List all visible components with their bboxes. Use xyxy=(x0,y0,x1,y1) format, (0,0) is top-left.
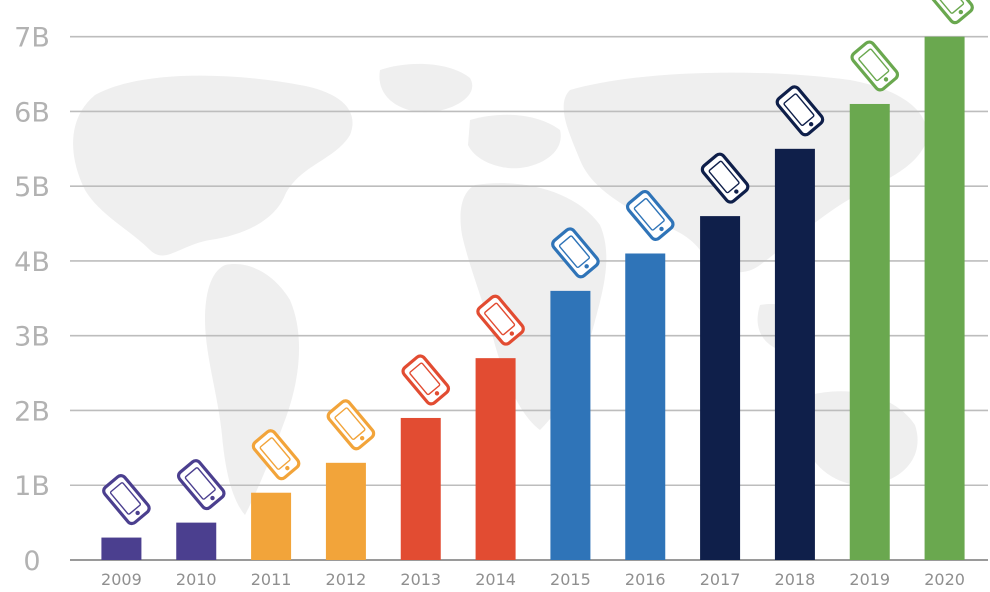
x-tick-label: 2017 xyxy=(700,570,741,589)
y-tick-label: 7B xyxy=(14,23,50,54)
smartphone-icon xyxy=(551,227,600,279)
smartphone-icon xyxy=(700,152,750,204)
x-tick-label: 2016 xyxy=(625,570,666,589)
y-tick-label: 4B xyxy=(14,247,50,278)
x-tick-label: 2014 xyxy=(475,570,516,589)
gridlines xyxy=(70,35,988,487)
x-tick-label: 2013 xyxy=(400,570,441,589)
x-tick-label: 2012 xyxy=(326,570,367,589)
x-tick-label: 2011 xyxy=(251,570,292,589)
smartphone-icon xyxy=(251,429,301,481)
smartphone-icon xyxy=(625,189,675,242)
x-tick-label: 2020 xyxy=(924,570,965,589)
bar xyxy=(924,36,965,561)
y-tick-label: 3B xyxy=(14,322,50,353)
smartphone-icons xyxy=(102,0,974,526)
smartphone-icon xyxy=(850,40,900,92)
smartphone-icon xyxy=(925,0,974,25)
bar xyxy=(700,216,741,560)
x-tick-label: 2015 xyxy=(550,570,591,589)
bar xyxy=(849,103,890,560)
bar xyxy=(101,537,142,560)
bar xyxy=(325,462,366,560)
smartphone-icon xyxy=(775,85,825,137)
smartphone-icon xyxy=(326,399,376,451)
x-tick-label: 2019 xyxy=(849,570,890,589)
y-tick-label: 6B xyxy=(14,97,50,128)
bar xyxy=(176,522,217,560)
bar xyxy=(550,290,591,560)
y-tick-label: 0 xyxy=(23,546,40,577)
y-tick-label: 2B xyxy=(14,396,50,427)
x-tick-label: 2018 xyxy=(775,570,816,589)
bar xyxy=(251,492,292,560)
smartphone-icon xyxy=(102,474,151,526)
x-tick-label: 2009 xyxy=(101,570,142,589)
y-tick-label: 5B xyxy=(14,172,50,203)
smartphone-icon xyxy=(476,294,525,346)
y-axis-ticks: 0 1B 2B 3B 4B 5B 6B 7B xyxy=(14,23,50,577)
bar xyxy=(400,417,441,560)
bar xyxy=(475,358,516,560)
bar xyxy=(625,253,666,560)
bars xyxy=(101,36,965,561)
smartphone-icon xyxy=(401,354,451,406)
x-axis-ticks: 2009 2010 2011 2012 2013 2014 2015 2016 2017 2018… xyxy=(101,570,965,589)
smartphone-icon xyxy=(176,459,226,511)
bar xyxy=(774,148,815,561)
y-tick-label: 1B xyxy=(14,471,50,502)
x-tick-label: 2010 xyxy=(176,570,217,589)
